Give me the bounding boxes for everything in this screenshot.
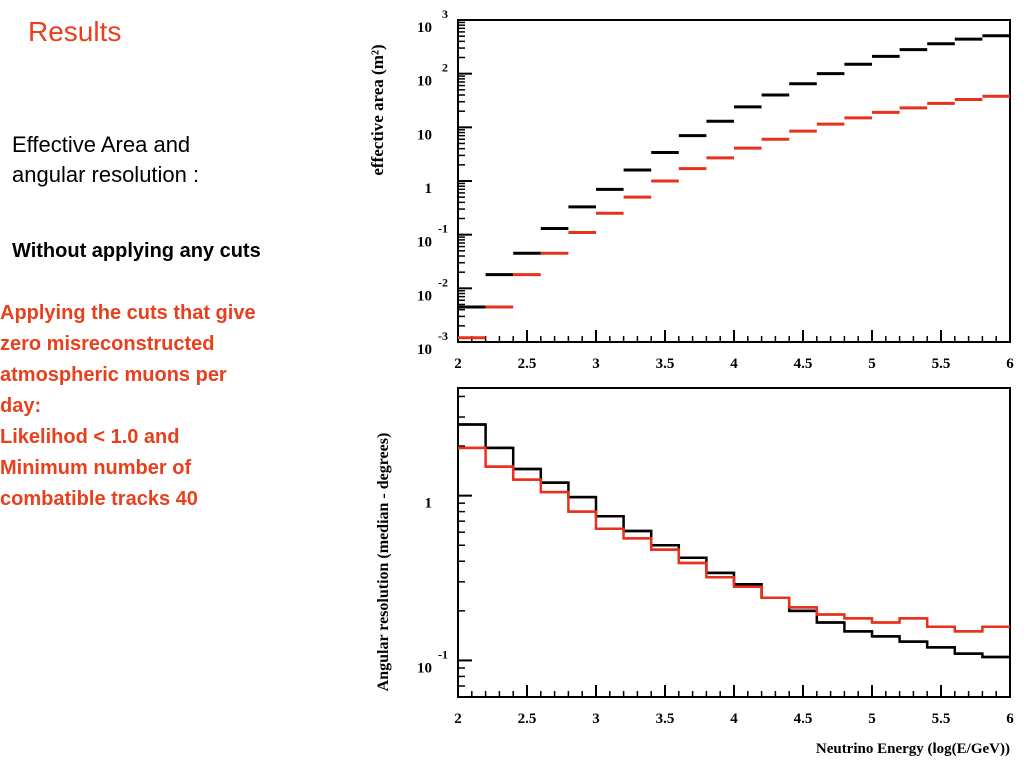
x-tick-label: 4.5 [794,711,813,727]
y-tick-label: 10 [417,127,432,143]
y-tick-label: 1 [425,181,433,197]
x-tick-label: 4 [730,356,738,372]
x-tick-label: 5.5 [932,356,951,372]
x-tick-label: 4.5 [794,356,813,372]
y-tick-label: 10 [417,660,432,676]
y-tick-exponent: 2 [442,61,448,75]
x-tick-label: 3.5 [656,356,675,372]
y-tick-label: 10 [417,74,432,90]
x-tick-label: 3 [592,356,600,372]
x-tick-label: 5 [868,711,876,727]
y-tick-label: 10 [417,20,432,36]
slide-title: Results [28,16,122,47]
x-tick-label: 3 [592,711,600,727]
legend-red-line: atmospheric muons per [0,364,227,386]
y-tick-label: 10 [417,235,432,251]
legend-red-series: Applying the cuts that give zero misreco… [0,298,340,515]
x-tick-label: 5.5 [932,711,951,727]
legend-red-line: Minimum number of [0,457,192,479]
legend-red-line: zero misreconstructed [0,333,215,355]
x-tick-label: 3.5 [656,711,675,727]
legend-black-series: Without applying any cuts [12,240,261,262]
y-tick-exponent: -2 [438,275,448,289]
x-tick-label: 2.5 [518,711,537,727]
x-tick-label: 6 [1006,711,1014,727]
x-tick-label: 5 [868,356,876,372]
legend-red-line: Applying the cuts that give [0,302,256,324]
x-tick-label: 6 [1006,356,1014,372]
x-tick-label: 2 [454,711,462,727]
plot-frame [457,387,1011,698]
plot-frame [457,19,1011,343]
legend-red-line: Likelihod < 1.0 and [0,426,180,448]
subtitle-line: Effective Area and [12,132,191,157]
y-tick-label: 10 [417,288,432,304]
x-tick-label: 4 [730,711,738,727]
series-1 [458,94,1010,340]
angular-resolution-chart: 2 2.5 3 3.5 4 4.5 5 5.5 6 1 10 -1 Angular resolution… [375,387,1014,757]
y-tick-exponent: 3 [442,7,448,21]
legend-red-line: combatible tracks 40 [0,488,198,510]
x-tick-label: 2.5 [518,356,537,372]
effective-area-chart: 2 2.5 3 3.5 4 4.5 5 5.5 6 10 3 10 2 10 1 10 -1 10 -2 10 -3 ef… [368,7,1014,372]
y-tick-exponent: -3 [438,329,448,343]
series-0 [458,34,1010,309]
x-tick-label: 2 [454,356,462,372]
y-axis-label: Angular resolution (median - degrees) [375,433,392,692]
slide-subtitle: Effective Area and angular resolution : [12,130,312,190]
y-tick-label: 10 [417,342,432,358]
series-1 [458,446,1010,633]
y-tick-label: 1 [425,496,433,512]
subtitle-line: angular resolution : [12,162,200,187]
y-axis-label: effective area (m²) [368,44,387,175]
x-axis-label: Neutrino Energy (log(E/GeV)) [816,741,1010,757]
y-tick-exponent: -1 [438,222,448,236]
legend-red-line: day: [0,395,42,417]
y-tick-exponent: -1 [438,647,448,661]
